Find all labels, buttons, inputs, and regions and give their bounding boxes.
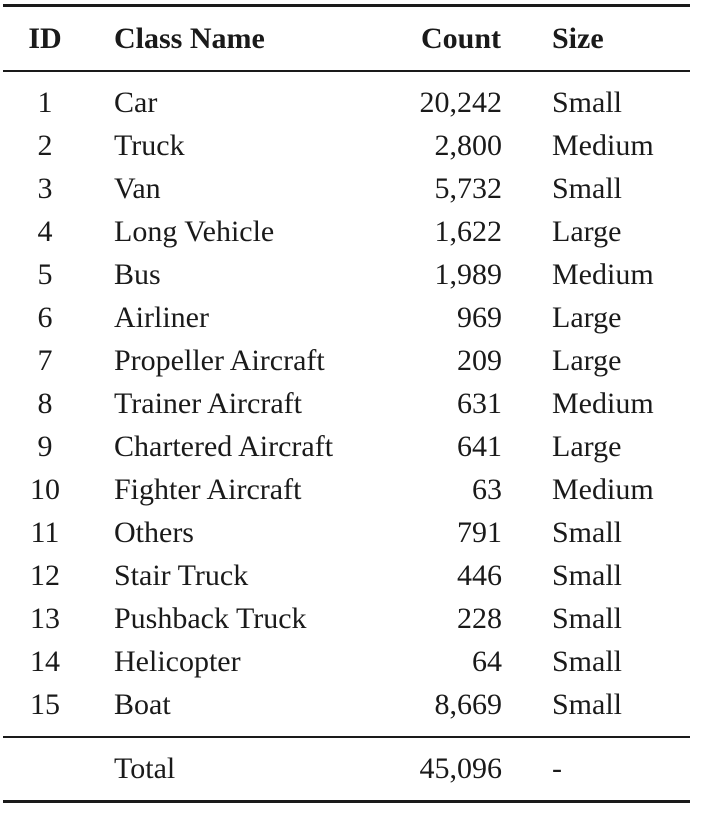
cell-size: Small [552, 602, 623, 635]
cell-id: 10 [30, 473, 60, 506]
cell-size: Small [552, 559, 623, 592]
cell-count: 1,622 [434, 215, 503, 248]
cell-count: 8,669 [434, 688, 503, 721]
cell-count: 64 [472, 645, 502, 678]
total-label: Total [114, 752, 176, 785]
cell-class-name: Airliner [114, 301, 209, 334]
cell-size: Large [552, 430, 622, 463]
cell-class-name: Long Vehicle [114, 215, 275, 248]
header-class-name: Class Name [114, 22, 265, 55]
cell-count: 228 [457, 602, 502, 635]
cell-class-name: Stair Truck [114, 559, 249, 592]
table-row: 12 Stair Truck 446 Small [0, 556, 704, 596]
cell-class-name: Boat [114, 688, 171, 721]
table-total-rule [3, 736, 690, 738]
cell-count: 1,989 [434, 258, 503, 291]
table-row: 9 Chartered Aircraft 641 Large [0, 427, 704, 467]
table-row: 2 Truck 2,800 Medium [0, 126, 704, 166]
cell-id: 5 [37, 258, 53, 291]
cell-class-name: Helicopter [114, 645, 241, 678]
cell-class-name: Fighter Aircraft [114, 473, 302, 506]
table-row: 4 Long Vehicle 1,622 Large [0, 212, 704, 252]
table-row: 11 Others 791 Small [0, 513, 704, 553]
cell-count: 446 [457, 559, 502, 592]
cell-class-name: Propeller Aircraft [114, 344, 325, 377]
cell-count: 2,800 [434, 129, 503, 162]
cell-id: 4 [37, 215, 53, 248]
table-row: 14 Helicopter 64 Small [0, 642, 704, 682]
cell-size: Large [552, 215, 622, 248]
cell-class-name: Bus [114, 258, 161, 291]
cell-id: 6 [37, 301, 53, 334]
cell-id: 11 [30, 516, 60, 549]
cell-size: Small [552, 645, 623, 678]
cell-count: 641 [457, 430, 502, 463]
table-header-row: ID Class Name Count Size [0, 19, 704, 59]
table-row: 5 Bus 1,989 Medium [0, 255, 704, 295]
cell-class-name: Others [114, 516, 194, 549]
cell-count: 631 [457, 387, 502, 420]
cell-class-name: Car [114, 86, 158, 119]
cell-id: 9 [37, 430, 53, 463]
cell-id: 8 [37, 387, 53, 420]
cell-class-name: Truck [114, 129, 185, 162]
cell-size: Small [552, 688, 623, 721]
cell-class-name: Pushback Truck [114, 602, 307, 635]
cell-id: 1 [37, 86, 53, 119]
table-row: 13 Pushback Truck 228 Small [0, 599, 704, 639]
header-count: Count [420, 22, 501, 55]
table-bottom-rule [3, 800, 690, 803]
table-header-rule [3, 70, 690, 72]
cell-size: Small [552, 516, 623, 549]
table-row: 6 Airliner 969 Large [0, 298, 704, 338]
table-row: 7 Propeller Aircraft 209 Large [0, 341, 704, 381]
cell-id: 3 [37, 172, 53, 205]
cell-size: Small [552, 86, 623, 119]
cell-size: Large [552, 301, 622, 334]
cell-id: 7 [37, 344, 53, 377]
cell-size: Medium [552, 387, 654, 420]
table-row: 8 Trainer Aircraft 631 Medium [0, 384, 704, 424]
cell-id: 14 [30, 645, 60, 678]
total-size: - [552, 752, 562, 785]
cell-id: 2 [37, 129, 53, 162]
cell-count: 791 [457, 516, 502, 549]
table-row: 1 Car 20,242 Small [0, 83, 704, 123]
cell-class-name: Chartered Aircraft [114, 430, 334, 463]
cell-size: Small [552, 172, 623, 205]
table-total-row: Total 45,096 - [0, 749, 704, 789]
cell-count: 209 [457, 344, 502, 377]
cell-id: 12 [30, 559, 60, 592]
cell-size: Medium [552, 473, 654, 506]
header-id: ID [28, 22, 62, 55]
cell-count: 20,242 [419, 86, 503, 119]
cell-id: 15 [30, 688, 60, 721]
table-top-rule [3, 4, 690, 7]
header-size: Size [552, 22, 604, 55]
table-row: 3 Van 5,732 Small [0, 169, 704, 209]
table-row: 10 Fighter Aircraft 63 Medium [0, 470, 704, 510]
table-row: 15 Boat 8,669 Small [0, 685, 704, 725]
cell-count: 969 [457, 301, 502, 334]
cell-size: Medium [552, 258, 654, 291]
cell-size: Medium [552, 129, 654, 162]
cell-count: 5,732 [434, 172, 503, 205]
cell-count: 63 [472, 473, 502, 506]
cell-size: Large [552, 344, 622, 377]
cell-class-name: Trainer Aircraft [114, 387, 302, 420]
cell-id: 13 [30, 602, 60, 635]
total-count: 45,096 [419, 752, 503, 785]
cell-class-name: Van [114, 172, 161, 205]
